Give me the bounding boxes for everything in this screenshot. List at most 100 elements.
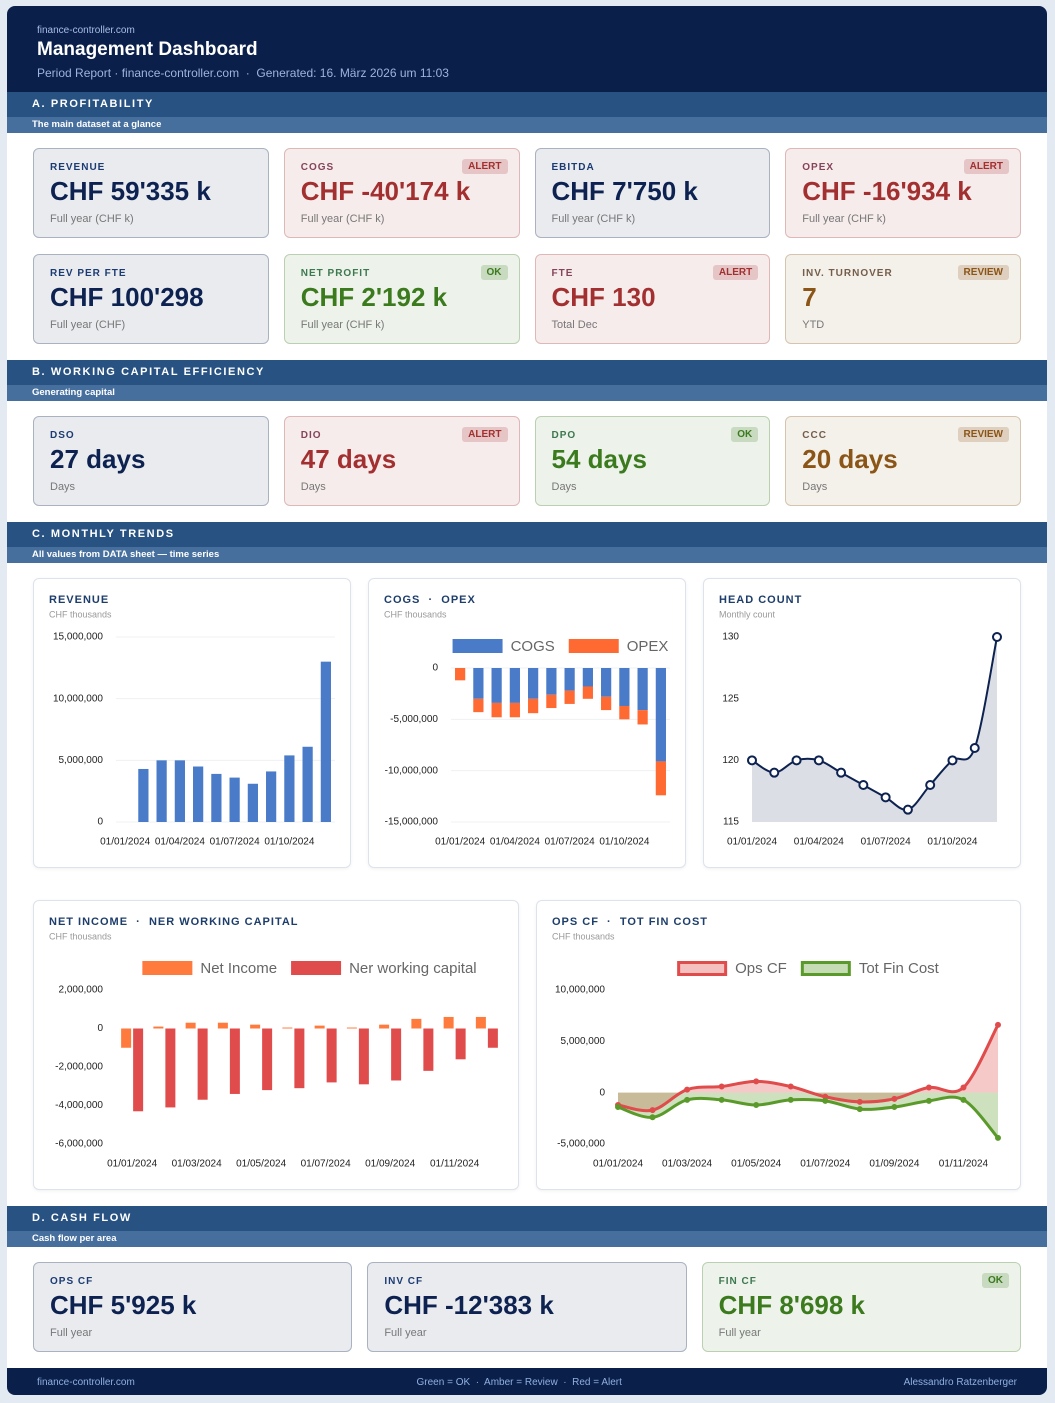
y-tick-label: -10,000,000	[385, 765, 439, 776]
point	[752, 1101, 759, 1108]
kpi-label: INV CF	[384, 1276, 424, 1287]
kpi-value: CHF 8'698 k	[718, 1290, 866, 1320]
point	[718, 1083, 725, 1090]
section-body: REVENUE CHF 59'335 k Full year (CHF k) COGS…	[7, 133, 1047, 360]
kpi-label: OPS CF	[50, 1276, 94, 1287]
y-tick-label: 10,000,000	[53, 693, 103, 704]
point	[752, 1078, 759, 1085]
bar	[491, 702, 502, 718]
legend-swatch	[568, 639, 619, 653]
point	[994, 1021, 1001, 1028]
bar	[284, 755, 295, 822]
status-badge: OK	[982, 1273, 1009, 1288]
kpi-note: Full year	[718, 1327, 761, 1339]
bar	[262, 1028, 273, 1091]
kpi-card: CCC REVIEW 20 days Days	[785, 416, 1021, 506]
kpi-label: FTE	[551, 268, 574, 279]
chart: HEAD COUNT Monthly count 115 120 125 130 01/01…	[719, 594, 1002, 848]
bar	[211, 773, 222, 822]
bar	[294, 1028, 305, 1089]
bar	[346, 1027, 357, 1029]
bar	[314, 1025, 325, 1029]
point	[925, 1084, 932, 1091]
point	[791, 755, 802, 766]
point	[649, 1114, 656, 1121]
section: B. WORKING CAPITAL EFFICIENCY Generating …	[7, 360, 1047, 522]
section-title: B. WORKING CAPITAL EFFICIENCY	[7, 360, 1047, 385]
section: A. PROFITABILITY The main dataset at a gl…	[7, 92, 1047, 360]
point	[925, 780, 936, 790]
x-tick-label: 01/10/2024	[264, 837, 314, 848]
x-tick-label: 01/07/2024	[210, 837, 260, 848]
bar	[133, 1028, 144, 1112]
bar	[637, 668, 648, 711]
legend-label: Tot Fin Cost	[858, 960, 939, 977]
point	[880, 792, 891, 803]
kpi-card: INV CF CHF -12'383 k Full year	[367, 1262, 687, 1352]
point	[747, 755, 757, 766]
bar	[302, 746, 313, 822]
bar	[229, 1028, 240, 1094]
kpi-card: INV. TURNOVER REVIEW 7 YTD	[785, 254, 1021, 344]
legend: COGS OPEX	[452, 638, 669, 655]
chart-card: HEAD COUNT Monthly count 115 120 125 130 01/01…	[703, 578, 1021, 868]
legend-swatch	[676, 961, 727, 976]
section-body: DSO 27 days Days DIO ALERT 47 days Days DPO OK 54…	[7, 401, 1047, 522]
status-badge: ALERT	[462, 427, 508, 442]
y-tick-label: 5,000,000	[560, 1036, 605, 1047]
status-badge: ALERT	[462, 159, 508, 174]
kpi-label: DSO	[50, 430, 75, 441]
y-tick-label: -5,000,000	[557, 1139, 605, 1150]
point	[858, 780, 869, 790]
point	[614, 1104, 621, 1111]
kpi-label: DIO	[300, 430, 322, 441]
kpi-label: INV. TURNOVER	[802, 268, 893, 279]
kpi-note: Full year (CHF k)	[551, 213, 636, 225]
kpi-card: REV PER FTE CHF 100'298 Full year (CHF)	[33, 254, 269, 344]
kpi-label: REVENUE	[50, 162, 106, 173]
point	[890, 1104, 897, 1111]
kpi-label: DPO	[551, 430, 577, 441]
bar	[185, 1022, 196, 1029]
kpi-label: NET PROFIT	[300, 268, 371, 279]
legend-label: Net Income	[200, 960, 277, 977]
bar	[443, 1016, 454, 1029]
kpi-card: REVENUE CHF 59'335 k Full year (CHF k)	[33, 148, 269, 238]
kpi-grid: REVENUE CHF 59'335 k Full year (CHF k) COGS…	[33, 148, 1021, 344]
point	[787, 1096, 794, 1103]
bar	[121, 1028, 132, 1048]
dashboard: finance-controller.com Management Dashbo…	[7, 6, 1047, 1395]
status-badge: ALERT	[963, 159, 1009, 174]
bar	[197, 1028, 208, 1100]
bar	[326, 1028, 337, 1083]
kpi-note: Full year (CHF k)	[50, 213, 134, 225]
x-tick-label: 01/01/2024	[435, 837, 485, 848]
y-tick-label: -6,000,000	[55, 1139, 103, 1150]
chart-grid: REVENUE CHF thousands 0 5,000,000 10,000,000…	[33, 578, 1021, 1190]
kpi-value: CHF 7'750 k	[551, 176, 698, 206]
footer-left: finance-controller.com	[37, 1376, 135, 1388]
kpi-note: Full year (CHF)	[50, 319, 126, 331]
chart-subtitle: Monthly count	[719, 609, 776, 619]
legend-label: OPEX	[627, 638, 669, 655]
point	[994, 1134, 1001, 1141]
kpi-value: CHF 59'335 k	[50, 176, 211, 206]
status-badge: OK	[480, 265, 508, 280]
legend-swatch	[800, 961, 851, 976]
y-tick-label: 125	[722, 693, 739, 704]
site-name: finance-controller.com	[37, 25, 135, 36]
y-tick-label: 0	[599, 1087, 605, 1098]
bar	[174, 760, 185, 822]
point	[813, 755, 824, 766]
section-subtitle: The main dataset at a glance	[7, 117, 1047, 133]
chart: REVENUE CHF thousands 0 5,000,000 10,000,000…	[49, 594, 335, 848]
chart-card: OPS CF · TOT FIN COST CHF thousands -5,000…	[535, 900, 1021, 1190]
x-tick-label: 01/04/2024	[794, 837, 844, 848]
chart-title: NET INCOME · NER WORKING CAPITAL	[49, 916, 299, 928]
legend-label: Ops CF	[735, 960, 787, 977]
chart-card: COGS · OPEX CHF thousands -15,000,000 -10,0…	[368, 578, 686, 868]
y-tick-label: 0	[97, 817, 103, 828]
y-tick-label: 10,000,000	[554, 985, 604, 996]
point	[959, 1096, 966, 1103]
point	[856, 1098, 863, 1105]
